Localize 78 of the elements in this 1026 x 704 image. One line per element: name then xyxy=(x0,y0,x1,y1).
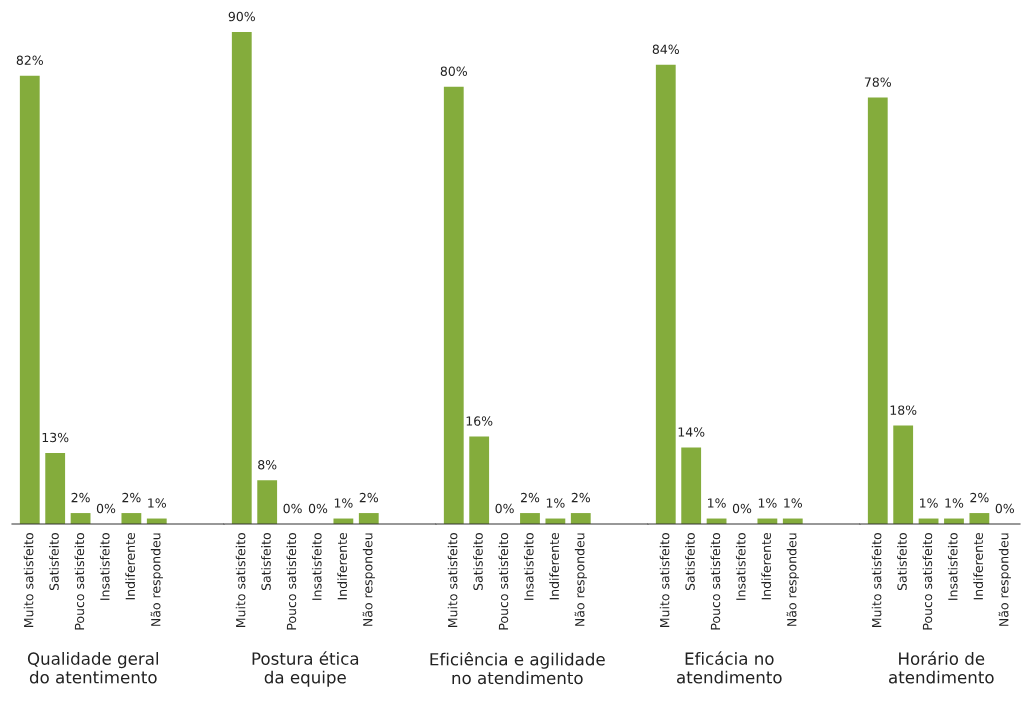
data-label: 2% xyxy=(359,492,379,503)
data-label: 2% xyxy=(122,492,141,503)
x-tick-label: Satisfeito xyxy=(897,533,907,591)
data-label: 1% xyxy=(758,498,777,508)
data-label: 2% xyxy=(520,492,540,503)
data-label: 8% xyxy=(258,460,277,470)
x-tick-label: Satisfeito xyxy=(49,533,59,591)
x-tick-label: Indiferente xyxy=(337,533,348,600)
data-label: 0% xyxy=(308,503,328,514)
x-tick-label: Insatisfeito xyxy=(947,533,958,600)
x-tick-label: Não respondeu xyxy=(574,533,587,626)
data-label: 1% xyxy=(708,498,726,508)
x-tick-label: Não respondeu xyxy=(362,533,375,626)
data-label: 82% xyxy=(16,55,43,65)
x-tick-label: Muito satisfeito xyxy=(447,533,458,627)
bar xyxy=(893,425,914,524)
data-label: 0% xyxy=(995,503,1015,514)
data-label: 16% xyxy=(466,416,493,426)
bar xyxy=(867,97,888,524)
data-label: 90% xyxy=(228,11,255,22)
x-tick-label: Indiferente xyxy=(761,533,772,600)
data-label: 2% xyxy=(970,492,989,503)
x-tick-label: Pouco satisfeito xyxy=(286,533,297,630)
bar xyxy=(257,480,278,524)
data-label: 84% xyxy=(652,44,679,55)
bar xyxy=(45,452,66,524)
bar xyxy=(570,513,591,524)
data-label: 2% xyxy=(571,492,591,503)
x-tick-label: Muito satisfeito xyxy=(871,533,882,627)
x-axis-title: Eficácia no atendimento xyxy=(677,651,782,684)
data-label: 1% xyxy=(148,498,167,508)
data-label: 18% xyxy=(890,405,917,415)
x-tick-label: Muito satisfeito xyxy=(659,533,670,627)
x-tick-label: Não respondeu xyxy=(998,533,1011,626)
data-label: 78% xyxy=(864,77,891,87)
x-tick-label: Muito satisfeito xyxy=(235,533,246,627)
x-tick-label: Não respondeu xyxy=(150,533,163,626)
x-axis-title: Qualidade geral do atentimento xyxy=(27,652,159,684)
x-tick-label: Insatisfeito xyxy=(311,533,322,600)
bar xyxy=(469,436,490,524)
data-label: 80% xyxy=(440,66,467,76)
x-tick-label: Pouco satisfeito xyxy=(74,533,85,630)
x-axis-title: Postura ética da equipe xyxy=(252,651,359,687)
x-tick-label: Satisfeito xyxy=(261,533,271,591)
x-tick-label: Indiferente xyxy=(973,533,984,600)
x-tick-label: Pouco satisfeito xyxy=(498,533,509,630)
bar xyxy=(358,513,379,524)
data-label: 0% xyxy=(283,503,302,514)
bar xyxy=(520,513,540,524)
x-tick-label: Insatisfeito xyxy=(99,533,110,600)
x-tick-label: Satisfeito xyxy=(473,533,483,591)
x-tick-label: Não respondeu xyxy=(786,533,799,626)
bar xyxy=(19,75,40,524)
data-label: 13% xyxy=(42,432,69,443)
x-tick-label: Muito satisfeito xyxy=(23,533,34,627)
data-label: 1% xyxy=(546,498,565,508)
data-label: 2% xyxy=(71,492,90,503)
data-label: 1% xyxy=(945,498,964,508)
x-axis-title: Eficiência e agilidade no atendimento xyxy=(430,652,605,685)
data-label: 1% xyxy=(334,498,353,508)
x-tick-label: Pouco satisfeito xyxy=(922,533,933,630)
bar xyxy=(121,513,142,524)
x-tick-label: Insatisfeito xyxy=(735,533,746,600)
data-label: 14% xyxy=(678,427,705,437)
data-label: 1% xyxy=(920,498,938,508)
bar xyxy=(231,32,252,524)
bar xyxy=(969,513,990,524)
data-label: 0% xyxy=(96,503,116,514)
x-tick-label: Pouco satisfeito xyxy=(710,533,721,630)
data-label: 1% xyxy=(784,498,803,508)
x-tick-label: Indiferente xyxy=(125,533,136,600)
data-label: 0% xyxy=(495,503,514,514)
bar xyxy=(443,86,464,524)
x-tick-label: Insatisfeito xyxy=(523,533,534,600)
x-tick-label: Satisfeito xyxy=(685,533,695,591)
data-label: 0% xyxy=(732,503,752,514)
x-axis-title: Horário de atendimento xyxy=(889,651,994,684)
x-tick-label: Indiferente xyxy=(549,533,560,600)
